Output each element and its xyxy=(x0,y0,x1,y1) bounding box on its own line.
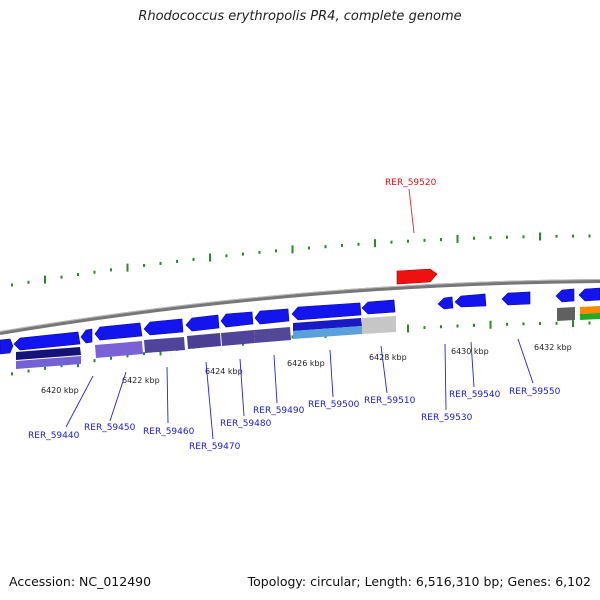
kbp-label: 6424 kbp xyxy=(205,367,243,376)
gene-label[interactable]: RER_59460 xyxy=(143,427,195,437)
gene-leader-line-red xyxy=(408,188,415,234)
gene-arrow[interactable] xyxy=(361,299,396,315)
kbp-axis-labels: 6420 kbp 6422 kbp 6424 kbp 6426 kbp 6428… xyxy=(41,343,572,395)
gene-label[interactable]: RER_59470 xyxy=(189,442,241,452)
genome-summary-text: Topology: circular; Length: 6,516,310 bp… xyxy=(247,574,591,589)
gene-arrow[interactable] xyxy=(0,338,14,355)
annotation-bars xyxy=(16,306,600,369)
gene-arrow[interactable] xyxy=(80,328,93,344)
kbp-label: 6422 kbp xyxy=(122,376,160,385)
gene-arrow[interactable] xyxy=(454,293,487,308)
kbp-label: 6420 kbp xyxy=(41,386,79,395)
gene-label[interactable]: RER_59530 xyxy=(421,413,473,423)
gene-label[interactable]: RER_59480 xyxy=(220,419,272,429)
accession-text: Accession: NC_012490 xyxy=(9,574,152,589)
gene-leader-lines xyxy=(65,338,534,440)
gene-arrow[interactable] xyxy=(143,318,184,336)
kbp-label: 6432 kbp xyxy=(534,343,572,352)
kbp-label: 6426 kbp xyxy=(287,359,325,368)
gene-arrow[interactable] xyxy=(254,308,290,325)
gene-arrow[interactable] xyxy=(220,311,254,328)
gene-arrow[interactable] xyxy=(13,331,81,351)
gene-RER_59520[interactable] xyxy=(396,268,438,285)
kbp-label: 6430 kbp xyxy=(451,347,489,356)
forward-gene-track xyxy=(0,287,600,355)
gene-label[interactable]: RER_59520 xyxy=(385,178,437,188)
gene-label[interactable]: RER_59550 xyxy=(509,387,561,397)
upper-tick-track xyxy=(11,232,591,287)
genome-backbone xyxy=(0,279,600,335)
gene-arrow[interactable] xyxy=(501,291,531,306)
gene-arrow[interactable] xyxy=(291,302,362,321)
gene-label[interactable]: RER_59540 xyxy=(449,390,501,400)
gene-arrow[interactable] xyxy=(94,322,143,341)
gene-arrow[interactable] xyxy=(185,314,220,332)
gene-label[interactable]: RER_59500 xyxy=(308,400,360,410)
gene-labels: RER_59440 RER_59450 RER_59460 RER_59470 … xyxy=(28,178,561,452)
kbp-label: 6428 kbp xyxy=(369,353,407,362)
gene-label[interactable]: RER_59490 xyxy=(253,406,305,416)
gene-label[interactable]: RER_59510 xyxy=(364,396,416,406)
gene-arrow[interactable] xyxy=(578,287,600,302)
genome-title: Rhodococcus erythropolis PR4, complete g… xyxy=(138,9,462,24)
gene-label[interactable]: RER_59440 xyxy=(28,431,80,441)
gene-arrow[interactable] xyxy=(555,288,575,303)
gene-arrow[interactable] xyxy=(437,296,454,310)
gene-label[interactable]: RER_59450 xyxy=(84,423,136,433)
